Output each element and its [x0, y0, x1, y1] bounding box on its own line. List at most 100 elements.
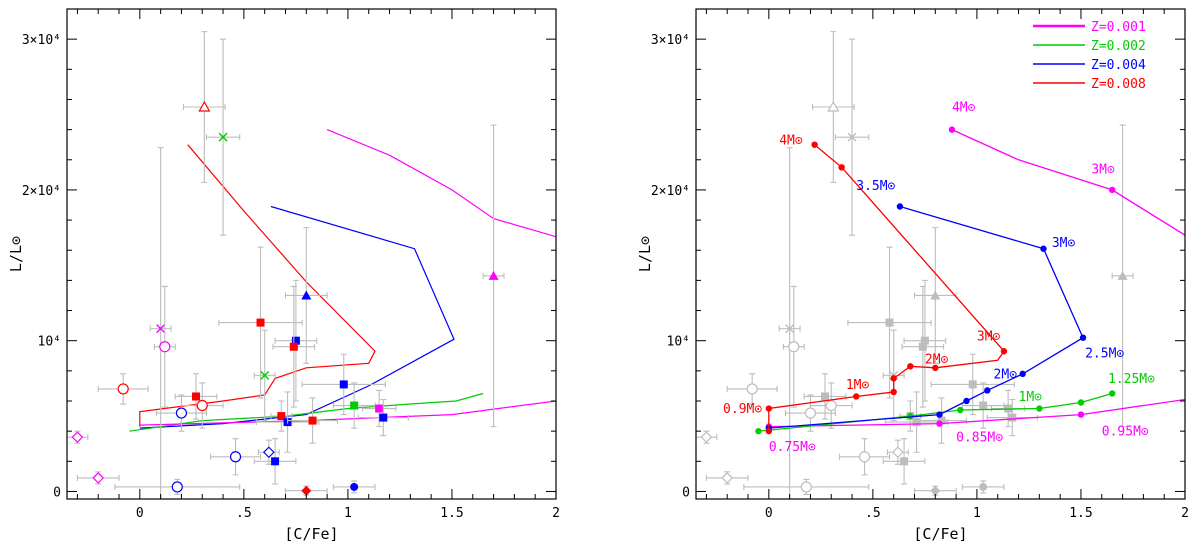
mass-point [1108, 390, 1116, 397]
star-point [274, 279, 318, 402]
background-star [901, 285, 945, 408]
data-marker [301, 290, 312, 300]
star-point [180, 382, 224, 429]
mass-point [1108, 186, 1116, 194]
data-marker [256, 318, 265, 327]
background-star [743, 478, 870, 496]
background-marker [785, 324, 795, 334]
plot-frame [695, 8, 1186, 500]
mass-label: 2M⊙ [994, 367, 1018, 382]
mass-label: 3.5M⊙ [856, 179, 895, 194]
plot-area [696, 31, 1185, 499]
x-tick-label: .5 [865, 506, 881, 521]
background-star [834, 38, 870, 236]
mass-point [1079, 334, 1087, 341]
background-star [930, 353, 1015, 416]
background-marker [827, 100, 840, 112]
data-marker [229, 451, 242, 463]
series-line [768, 205, 1084, 429]
model-track [326, 129, 556, 238]
star-point [270, 400, 293, 432]
star-point [357, 398, 409, 437]
star-point [332, 480, 376, 494]
data-marker [196, 399, 208, 412]
legend-label: Z=0.002 [1091, 39, 1146, 54]
background-star [886, 439, 909, 465]
mass-point [932, 364, 939, 372]
star-point [174, 373, 218, 420]
data-marker [308, 416, 317, 425]
data-marker [156, 324, 166, 334]
data-marker [379, 413, 388, 422]
mass-point [936, 411, 943, 418]
data-marker [171, 481, 183, 493]
background-star [903, 279, 947, 402]
y-tick-label: 0 [682, 485, 690, 500]
x-tick-label: 2 [552, 506, 560, 521]
star-point [253, 438, 297, 485]
background-star [803, 373, 847, 420]
mass-point [811, 141, 818, 148]
background-star [778, 147, 801, 499]
background-marker [979, 482, 988, 491]
data-marker [262, 446, 275, 459]
background-marker [968, 380, 977, 389]
mass-point [957, 406, 964, 414]
mass-point [755, 427, 762, 435]
background-star [811, 31, 855, 183]
mass-point [963, 397, 970, 405]
x-tick-label: 0 [136, 506, 144, 521]
star-point [482, 124, 505, 428]
star-point [76, 471, 120, 485]
background-star [696, 430, 718, 444]
x-axis-label: [C/Fe] [284, 525, 338, 543]
data-marker [375, 404, 384, 413]
mass-point [936, 420, 943, 427]
background-marker [918, 342, 927, 351]
star-point [182, 31, 226, 183]
background-star [726, 373, 778, 405]
y-axis-label: L/L⊙ [7, 236, 25, 272]
series-line [951, 129, 1185, 236]
plot-frame [66, 8, 557, 500]
y-tick-label: 2×10⁴ [22, 184, 61, 199]
data-marker [117, 383, 129, 395]
y-tick-label: 10⁴ [667, 335, 690, 350]
background-marker [920, 336, 929, 345]
background-star [839, 438, 891, 476]
x-tick-label: 2 [1181, 506, 1189, 521]
x-axis-label: [C/Fe] [913, 525, 967, 543]
background-marker [700, 431, 713, 444]
data-marker [159, 341, 171, 353]
star-point [210, 438, 262, 476]
background-star [1111, 124, 1134, 428]
mass-point [1036, 405, 1043, 412]
series-z-0-004 [765, 203, 1087, 432]
data-marker [350, 482, 359, 491]
background-marker [1008, 413, 1017, 422]
star-point [284, 227, 328, 364]
data-marker [271, 457, 280, 466]
background-star [913, 227, 957, 364]
background-marker [746, 383, 758, 395]
star-point [332, 382, 376, 429]
data-marker [198, 100, 211, 112]
mass-label: 3M⊙ [1052, 236, 1076, 251]
mass-label: 0.75M⊙ [769, 440, 816, 455]
mass-label: 1M⊙ [1019, 390, 1043, 405]
background-star [784, 394, 836, 432]
background-marker [804, 407, 817, 419]
mass-point [765, 427, 773, 435]
star-point [257, 439, 280, 465]
mass-point [890, 388, 897, 396]
data-marker [488, 270, 499, 280]
star-point [97, 373, 149, 405]
data-marker [350, 401, 359, 410]
mass-point [1077, 411, 1085, 418]
model-track [139, 205, 455, 429]
data-marker [291, 336, 300, 345]
star-point [301, 353, 386, 416]
background-marker [858, 451, 871, 463]
data-marker [218, 132, 228, 142]
star-point [67, 430, 89, 444]
